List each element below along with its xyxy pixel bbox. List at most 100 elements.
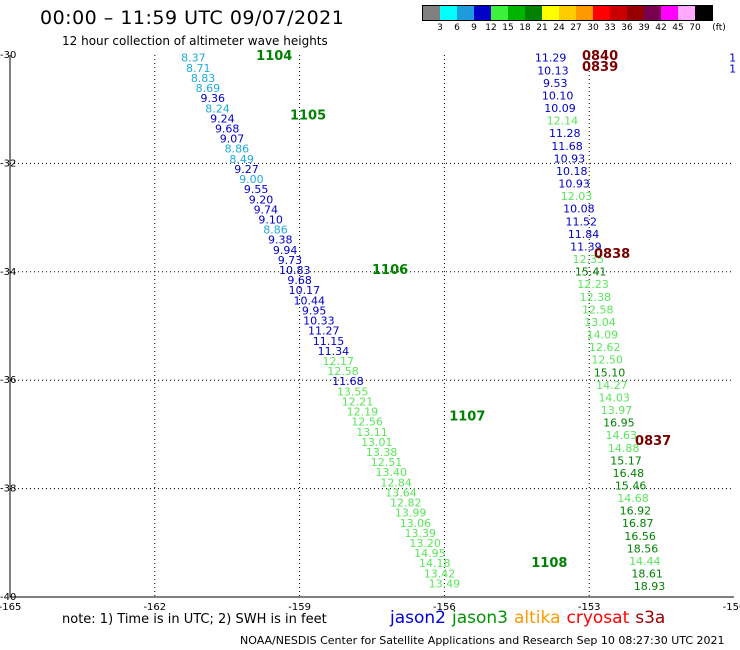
legend-swatch bbox=[559, 6, 576, 20]
swh-value-label: 8.49 bbox=[229, 153, 254, 166]
legend-tick-label: 42 bbox=[655, 23, 667, 33]
swh-value-label: 10.10 bbox=[542, 89, 574, 102]
swh-value-label: 11.29 bbox=[535, 52, 567, 65]
edge-value-mark: 1 bbox=[729, 52, 736, 65]
longitude-tick-label: -165 bbox=[0, 602, 21, 613]
swh-value-label: 11.34 bbox=[318, 345, 350, 358]
map-title: 00:00 – 11:59 UTC 09/07/2021 bbox=[40, 7, 345, 29]
swh-value-label: 18.61 bbox=[631, 568, 663, 581]
legend-swatch bbox=[610, 6, 627, 20]
swh-value-label: 12.03 bbox=[561, 190, 593, 203]
swh-value-label: 9.55 bbox=[244, 183, 269, 196]
longitude-tick-label: -162 bbox=[143, 602, 166, 613]
swh-value-label: 9.27 bbox=[234, 163, 259, 176]
pass-number-label: 1106 bbox=[372, 263, 408, 278]
legend-tick-label: 70 bbox=[689, 23, 701, 33]
swh-value-label: 14.95 bbox=[414, 547, 446, 560]
pass-number-label: 0839 bbox=[582, 60, 618, 75]
swh-value-label: 14.18 bbox=[419, 557, 451, 570]
swh-value-label: 11.28 bbox=[549, 127, 581, 140]
legend-tick-label: 33 bbox=[604, 23, 616, 33]
pass-number-label: 1105 bbox=[290, 109, 326, 124]
swh-value-label: 13.01 bbox=[361, 436, 393, 449]
swh-value-label: 9.95 bbox=[302, 304, 327, 317]
swh-value-label: 14.88 bbox=[608, 442, 640, 455]
swh-value-label: 14.03 bbox=[598, 391, 630, 404]
legend-swatch bbox=[474, 6, 491, 20]
legend-color-bar bbox=[422, 5, 713, 21]
swh-value-label: 12.84 bbox=[380, 476, 412, 489]
swh-value-label: 13.04 bbox=[584, 316, 616, 329]
legend-tick-label: 18 bbox=[519, 23, 531, 33]
legend-tick-label: 27 bbox=[570, 23, 582, 33]
swh-value-label: 8.86 bbox=[225, 143, 250, 156]
swh-value-label: 14.27 bbox=[596, 379, 628, 392]
swh-value-label: 9.94 bbox=[273, 244, 298, 257]
legend-swatch bbox=[491, 6, 508, 20]
swh-value-label: 12.82 bbox=[390, 497, 422, 510]
legend-tick-label: 45 bbox=[672, 23, 684, 33]
swh-value-label: 9.10 bbox=[258, 213, 283, 226]
swh-value-label: 10.93 bbox=[554, 152, 586, 165]
swh-value-label: 11.84 bbox=[568, 228, 600, 241]
satellite-jason3: jason3 bbox=[452, 608, 508, 628]
pass-number-label: 1107 bbox=[449, 409, 485, 424]
latitude-tick-label: -36 bbox=[0, 375, 16, 386]
legend-swatch bbox=[440, 6, 457, 20]
satellite-legend: jason2 jason3 altika cryosat s3a bbox=[390, 608, 671, 628]
swh-value-label: 14.63 bbox=[606, 429, 638, 442]
longitude-tick-label: -156 bbox=[433, 602, 456, 613]
wave-height-legend: 3 6 9 12 15 18 21 24 27 30 33 36 39 42 45 70 (ft) bbox=[422, 5, 726, 35]
swh-value-label: 11.27 bbox=[308, 325, 340, 338]
legend-tick-label: 39 bbox=[638, 23, 650, 33]
pass-number-label: 0837 bbox=[635, 434, 671, 449]
swh-value-label: 16.56 bbox=[624, 530, 656, 543]
swh-value-label: 13.06 bbox=[400, 517, 432, 530]
legend-tick-label: 3 bbox=[437, 23, 443, 33]
swh-value-label: 14.44 bbox=[629, 555, 661, 568]
swh-value-label: 16.95 bbox=[603, 417, 635, 430]
swh-value-label: 13.40 bbox=[376, 466, 408, 479]
legend-swatch bbox=[695, 6, 712, 20]
legend-tick-label: 6 bbox=[454, 23, 460, 33]
swh-value-label: 9.73 bbox=[278, 254, 303, 267]
satellite-jason2: jason2 bbox=[390, 608, 446, 628]
pass-number-label: 1108 bbox=[531, 556, 567, 571]
satellite-cryosat: cryosat bbox=[566, 608, 630, 628]
legend-swatch bbox=[593, 6, 610, 20]
latitude-tick-label: -40 bbox=[0, 592, 16, 603]
swh-value-label: 8.69 bbox=[196, 82, 221, 95]
swh-value-label: 12.21 bbox=[342, 395, 374, 408]
latitude-tick-label: -34 bbox=[0, 267, 16, 278]
swh-value-label: 12.38 bbox=[580, 291, 612, 304]
swh-value-label: 15.10 bbox=[594, 366, 626, 379]
legend-swatch bbox=[542, 6, 559, 20]
legend-swatch bbox=[644, 6, 661, 20]
swh-value-label: 9.68 bbox=[287, 274, 312, 287]
swh-value-label: 13.39 bbox=[405, 527, 437, 540]
swh-value-label: 10.83 bbox=[279, 264, 311, 277]
longitude-tick-label: -150 bbox=[723, 602, 740, 613]
legend-swatch bbox=[627, 6, 644, 20]
legend-unit: (ft) bbox=[712, 23, 726, 33]
legend-tick-label: 12 bbox=[485, 23, 497, 33]
satellite-s3a: s3a bbox=[635, 608, 666, 628]
latitude-tick-label: -38 bbox=[0, 484, 16, 495]
swh-value-label: 12.56 bbox=[351, 416, 383, 429]
swh-value-label: 13.64 bbox=[385, 486, 417, 499]
swh-value-label: 16.87 bbox=[622, 517, 654, 530]
swh-value-label: 12.23 bbox=[577, 278, 609, 291]
latitude-tick-label: -30 bbox=[0, 50, 16, 61]
pass-number-label: 0840 bbox=[582, 49, 618, 64]
swh-value-label: 9.53 bbox=[543, 77, 568, 90]
swh-value-label: 12.14 bbox=[547, 115, 579, 128]
swh-value-label: 10.08 bbox=[563, 203, 595, 216]
longitude-tick-label: -153 bbox=[578, 602, 601, 613]
legend-swatch bbox=[661, 6, 678, 20]
swh-value-label: 12.58 bbox=[327, 365, 359, 378]
swh-value-label: 11.52 bbox=[565, 215, 597, 228]
legend-tick-label: 21 bbox=[536, 23, 548, 33]
swh-value-label: 9.36 bbox=[200, 92, 225, 105]
pass-number-label: 1104 bbox=[256, 49, 292, 64]
